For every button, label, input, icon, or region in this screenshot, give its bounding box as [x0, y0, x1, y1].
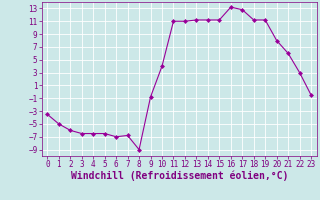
X-axis label: Windchill (Refroidissement éolien,°C): Windchill (Refroidissement éolien,°C) [70, 171, 288, 181]
